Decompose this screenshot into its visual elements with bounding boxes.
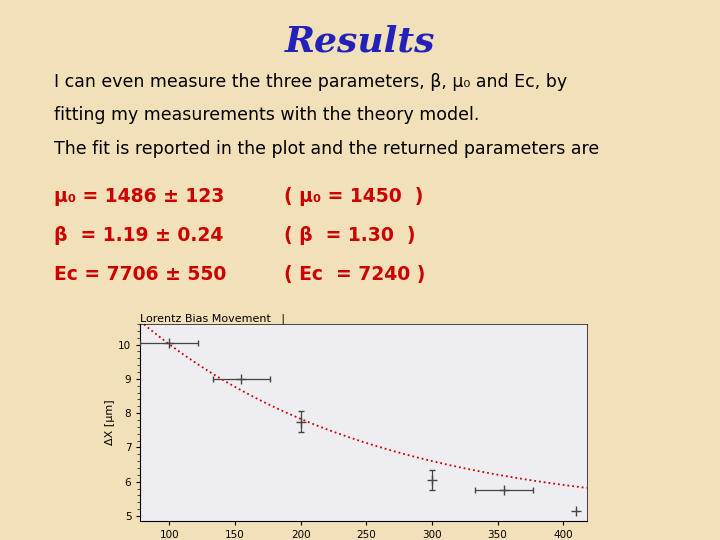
Text: The fit is reported in the plot and the returned parameters are: The fit is reported in the plot and the …	[54, 140, 599, 158]
Text: I can even measure the three parameters, β, μ₀ and Eᴄ, by: I can even measure the three parameters,…	[54, 73, 567, 91]
Text: Eᴄ = 7706 ± 550: Eᴄ = 7706 ± 550	[54, 265, 226, 284]
Text: ( Eᴄ  = 7240 ): ( Eᴄ = 7240 )	[284, 265, 426, 284]
Text: Results: Results	[284, 24, 436, 58]
Text: β  = 1.19 ± 0.24: β = 1.19 ± 0.24	[54, 226, 223, 245]
Y-axis label: ΔX [μm]: ΔX [μm]	[105, 400, 115, 446]
Text: ( β  = 1.30  ): ( β = 1.30 )	[284, 226, 416, 245]
Text: Lorentz Bias Movement   |: Lorentz Bias Movement |	[140, 313, 285, 323]
Text: ( μ₀ = 1450  ): ( μ₀ = 1450 )	[284, 187, 424, 206]
Text: μ₀ = 1486 ± 123: μ₀ = 1486 ± 123	[54, 187, 225, 206]
Text: fitting my measurements with the theory model.: fitting my measurements with the theory …	[54, 106, 480, 124]
